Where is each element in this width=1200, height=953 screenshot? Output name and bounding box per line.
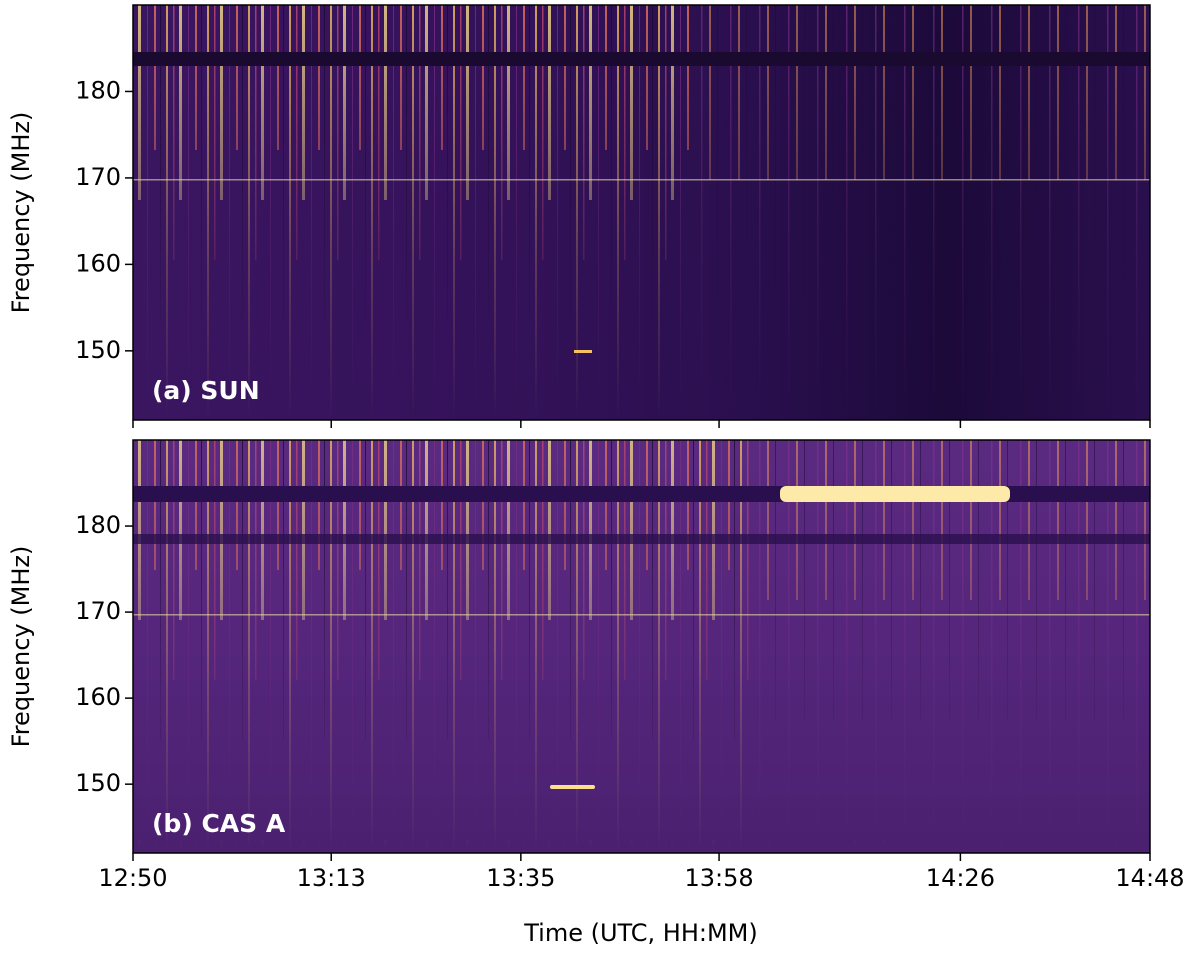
- plot-frame: [132, 439, 1151, 854]
- x-tick-label: 14:26: [926, 864, 995, 892]
- x-tick-label: 13:35: [486, 864, 555, 892]
- y-tick-label: 160: [75, 249, 121, 277]
- plot-frame: [132, 4, 1151, 421]
- y-tick-label: 170: [75, 597, 121, 625]
- panel-a-image: [133, 5, 1150, 420]
- x-tick-label: 14:48: [1115, 864, 1184, 892]
- x-tick-label: 12:50: [98, 864, 167, 892]
- y-tick-label: 160: [75, 683, 121, 711]
- panel-annotation: (a) SUN: [152, 376, 260, 405]
- y-axis-label: Frequency (MHz): [7, 112, 35, 314]
- y-tick-label: 170: [75, 163, 121, 191]
- y-tick-label: 180: [75, 511, 121, 539]
- x-axis-label: Time (UTC, HH:MM): [523, 919, 758, 947]
- y-tick-label: 150: [75, 769, 121, 797]
- x-tick-label: 13:58: [684, 864, 753, 892]
- y-tick-label: 150: [75, 336, 121, 364]
- panel-annotation: (b) CAS A: [152, 809, 286, 838]
- y-tick-label: 180: [75, 76, 121, 104]
- panel-b-image: [133, 440, 1150, 853]
- y-axis-label: Frequency (MHz): [7, 546, 35, 748]
- x-tick-label: 13:13: [297, 864, 366, 892]
